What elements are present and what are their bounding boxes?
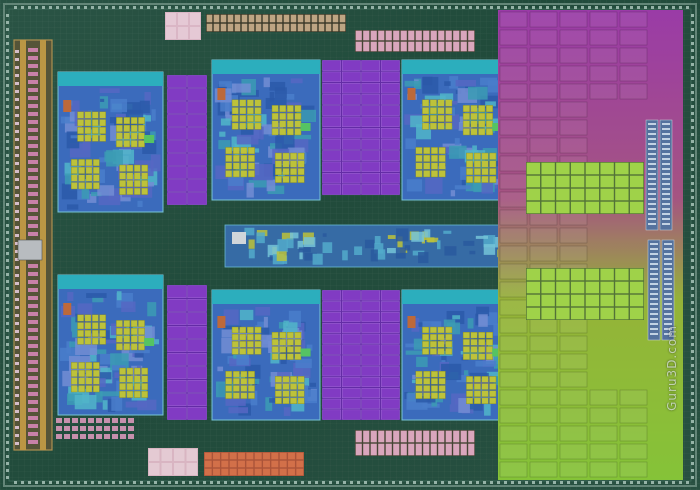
l2-cache-1 — [167, 75, 207, 205]
cpu-core-5 — [211, 289, 321, 421]
right-phy-columns — [645, 119, 675, 341]
io-pad-ring — [3, 3, 697, 487]
watermark: Guru3D.com — [662, 312, 682, 424]
cpu-core-3 — [401, 59, 513, 201]
l3-cache — [498, 10, 683, 480]
l2-cache-2 — [322, 60, 400, 195]
io-pads-bottom-left — [56, 418, 304, 476]
memory-phy-column — [13, 39, 53, 451]
cpu-core-2 — [211, 59, 321, 201]
cpu-core-6 — [401, 289, 513, 421]
cpu-core-4 — [57, 274, 164, 416]
l2-cache-3 — [167, 285, 207, 420]
watermark-text: Guru3D.com — [665, 325, 679, 411]
l2-cache-4 — [322, 290, 400, 420]
cpu-core-1 — [57, 71, 164, 213]
io-pads-top — [165, 12, 475, 456]
